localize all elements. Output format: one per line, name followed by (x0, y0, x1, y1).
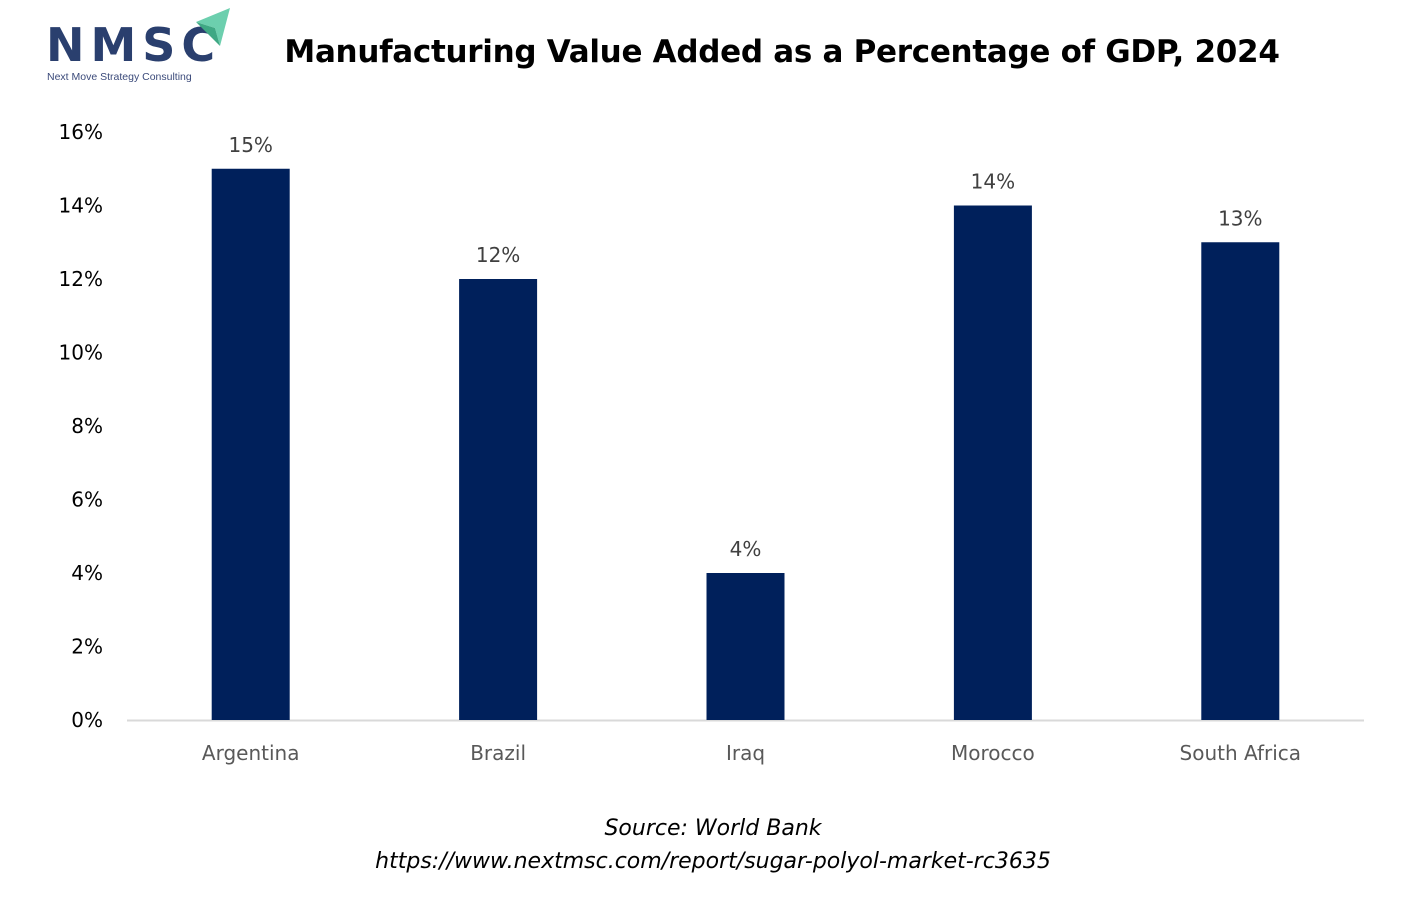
bar-iraq (706, 573, 785, 720)
logo-wordmark: NMSC (46, 18, 222, 72)
y-tick-label: 14% (59, 194, 103, 218)
source-note: Source: World Bank (604, 816, 822, 841)
x-category-label: Argentina (202, 741, 300, 765)
data-label: 12% (476, 243, 520, 267)
y-tick-label: 4% (71, 561, 103, 585)
x-category-label: Iraq (726, 741, 765, 765)
y-tick-label: 8% (71, 414, 103, 438)
data-label: 14% (971, 170, 1015, 194)
source-url[interactable]: https://www.nextmsc.com/report/sugar-pol… (375, 849, 1051, 874)
logo-tagline: Next Move Strategy Consulting (47, 71, 192, 83)
paper-plane-arrow-icon (196, 8, 230, 46)
data-label: 13% (1218, 206, 1262, 230)
x-category-label: South Africa (1180, 741, 1302, 765)
y-tick-label: 10% (59, 341, 103, 365)
y-tick-label: 12% (59, 267, 103, 291)
chart-title: Manufacturing Value Added as a Percentag… (284, 34, 1280, 70)
bar-brazil (459, 279, 538, 720)
data-label: 4% (730, 537, 762, 561)
bar-argentina (211, 168, 290, 720)
bar-morocco (953, 205, 1032, 720)
bar-south-africa (1201, 242, 1280, 720)
x-category-label: Morocco (951, 741, 1035, 765)
y-tick-label: 16% (59, 120, 103, 144)
x-category-label: Brazil (470, 741, 526, 765)
data-label: 15% (228, 133, 272, 157)
y-tick-label: 0% (71, 708, 103, 732)
nmsc-logo: NMSC Next Move Strategy Consulting (44, 8, 244, 88)
y-tick-label: 2% (71, 635, 103, 659)
y-tick-label: 6% (71, 488, 103, 512)
